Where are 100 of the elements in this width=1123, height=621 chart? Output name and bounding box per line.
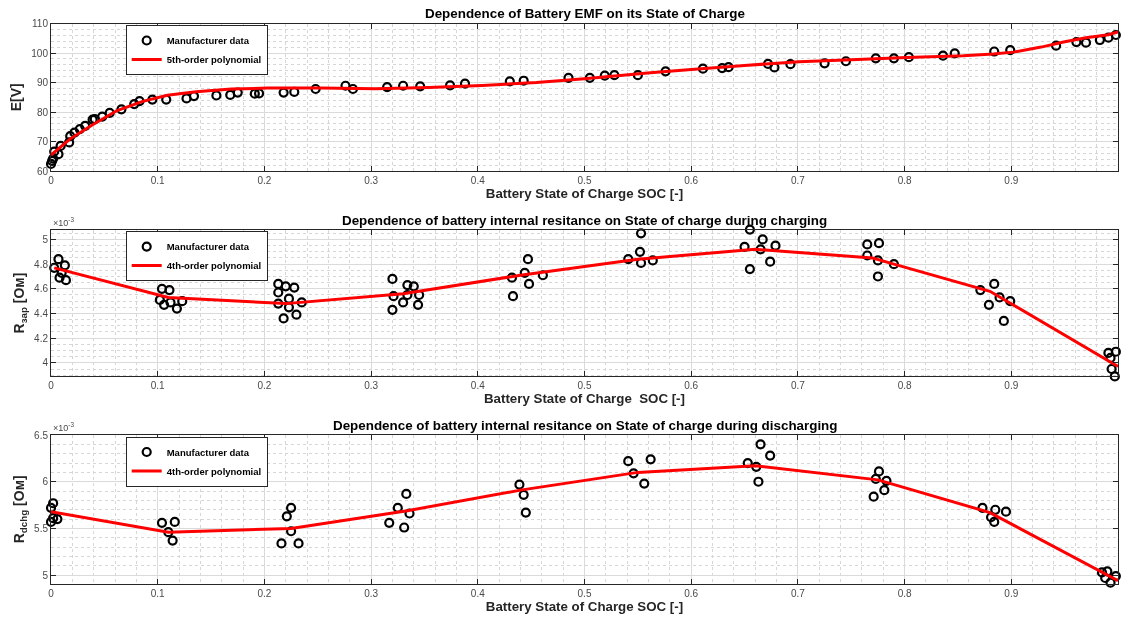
y-tick-label: 100 <box>31 47 49 59</box>
x-tick-label: 0.6 <box>684 587 699 599</box>
point <box>870 473 881 485</box>
y-tick-label: 4.4 <box>34 307 49 319</box>
text: ×10$^{-3}$ <box>53 216 75 228</box>
x-tick-label: 0.4 <box>470 175 486 186</box>
x-axis-title: Battery State of Charge SOC [-] <box>485 186 684 201</box>
point <box>293 538 304 549</box>
x-tick-label: 0.8 <box>897 380 912 392</box>
x-tick-label: 0.7 <box>790 587 806 599</box>
y-tick-label: 4.8 <box>34 258 49 270</box>
x-tick-label: 0.7 <box>790 175 806 186</box>
x-tick-label: 0.2 <box>257 380 272 392</box>
point <box>45 502 57 513</box>
x-tick-label: 0.2 <box>257 175 272 186</box>
x-axis-title: Battery State of Charge SOC [-] <box>485 598 684 614</box>
x-tick-label: 0.6 <box>684 380 699 392</box>
y-tick-label: 6.5 <box>34 429 49 441</box>
x-tick-label: 0.5 <box>577 175 592 186</box>
point <box>639 478 650 489</box>
y-tick-label: 5.5 <box>34 522 49 534</box>
y-tick-label: 5 <box>42 569 49 581</box>
x-tick-label: 0.3 <box>364 380 379 392</box>
point <box>399 522 410 533</box>
x-tick-label: 0.3 <box>364 175 379 186</box>
point <box>873 466 885 477</box>
point <box>765 450 776 461</box>
point <box>404 508 415 519</box>
point <box>520 507 531 518</box>
point <box>1102 566 1113 577</box>
x-tick-label: 0.1 <box>150 380 166 392</box>
point <box>1096 567 1108 578</box>
y-tick-label: 4.6 <box>34 283 49 295</box>
chart-title: Dependence of Battery EMF on its State of Charge <box>425 6 745 21</box>
legend-label: 4th-order polynomial <box>166 260 262 272</box>
y-tick-label: 5 <box>42 233 49 245</box>
x-tick-label: 0.7 <box>790 380 806 392</box>
x-tick-label: 0.6 <box>684 175 699 186</box>
point <box>48 513 59 524</box>
legend-label: 4th-order polynomial <box>166 465 262 477</box>
x-tick-label: 0 <box>48 175 55 186</box>
legend-label: Manufacturer data <box>166 241 250 253</box>
y-tick-label: 60 <box>36 165 49 177</box>
point <box>1105 577 1116 588</box>
x-tick-label: 0.5 <box>577 380 592 392</box>
point <box>401 488 412 499</box>
point <box>1000 506 1012 517</box>
x-tick-label: 0.8 <box>897 587 912 599</box>
point <box>514 479 525 490</box>
x-tick-label: 0.1 <box>150 175 166 186</box>
chart-title: Dependence of battery internal resitance on State of charge during discharging <box>333 418 838 433</box>
point <box>751 461 762 472</box>
x-tick-label: 0.4 <box>470 587 486 599</box>
point <box>990 504 1001 515</box>
point <box>285 502 297 513</box>
legend-label: Manufacturer data <box>166 35 250 47</box>
y-tick-label: 4.2 <box>34 332 49 344</box>
point <box>169 516 180 528</box>
y-tick-label: 6 <box>42 476 49 488</box>
x-tick-label: 0.9 <box>1004 175 1019 186</box>
point <box>285 526 297 537</box>
point <box>392 502 403 513</box>
y-tick-label: 90 <box>36 77 49 88</box>
point <box>48 498 59 509</box>
y-axis-title: E[V] <box>7 83 24 112</box>
x-tick-label: 0.2 <box>257 587 272 599</box>
x-tick-label: 0.9 <box>1004 587 1019 599</box>
x-tick-label: 0 <box>48 587 55 599</box>
x-tick-label: 0.8 <box>897 175 912 186</box>
legend-label: 5th-order polynomial <box>166 54 262 66</box>
point <box>645 454 656 465</box>
point <box>977 502 988 513</box>
point <box>52 514 63 525</box>
y-tick-label: 4 <box>42 357 49 369</box>
point <box>753 476 764 487</box>
point <box>156 517 168 528</box>
x-axis-title: Battery State of Charge SOC [-] <box>484 391 685 407</box>
legend-label: Manufacturer data <box>166 446 250 458</box>
x-tick-label: 0.1 <box>150 587 166 599</box>
point <box>276 538 287 549</box>
point <box>163 527 174 538</box>
y-tick-label: 110 <box>32 18 49 29</box>
x-tick-label: 0 <box>48 380 55 392</box>
y-tick-label: 80 <box>36 106 49 118</box>
point <box>628 468 639 479</box>
y-tick-label: 70 <box>36 136 49 147</box>
point <box>879 485 890 496</box>
x-tick-label: 0.9 <box>1004 380 1019 392</box>
x-tick-label: 0.4 <box>470 380 486 392</box>
point <box>623 456 634 467</box>
point <box>989 516 1000 528</box>
point <box>881 475 892 486</box>
x-tick-label: 0.5 <box>577 587 592 599</box>
point <box>384 517 395 528</box>
point <box>281 511 292 522</box>
x-tick-label: 0.3 <box>364 587 379 599</box>
text: ×10$^{-3}$ <box>53 421 75 433</box>
point <box>167 535 178 546</box>
point <box>518 489 529 500</box>
point <box>985 512 997 523</box>
